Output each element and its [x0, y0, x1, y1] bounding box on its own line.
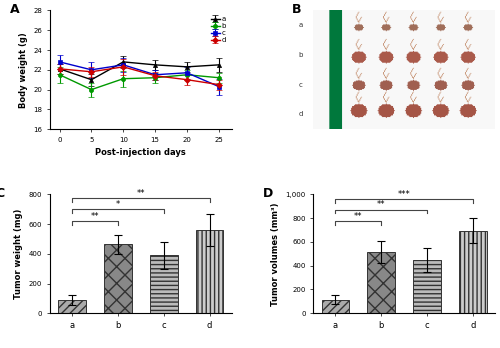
Y-axis label: Body weight (g): Body weight (g) [19, 32, 28, 108]
Text: D: D [262, 187, 273, 200]
Bar [58, 300, 86, 313]
Bar [196, 230, 224, 313]
Text: **: ** [136, 189, 145, 198]
Bar [368, 252, 395, 313]
Text: d: d [299, 111, 303, 117]
Text: **: ** [90, 212, 99, 221]
Text: *: * [116, 200, 120, 209]
Text: **: ** [354, 212, 362, 221]
Text: a: a [299, 22, 303, 28]
Text: c: c [299, 82, 302, 88]
Bar [414, 260, 441, 313]
Bar [150, 255, 178, 313]
Bar [459, 231, 486, 313]
Text: B: B [292, 3, 301, 16]
Y-axis label: Tumor volumes (mm³): Tumor volumes (mm³) [271, 202, 280, 306]
Text: **: ** [377, 200, 386, 209]
Text: C: C [0, 187, 4, 200]
X-axis label: Post-injection days: Post-injection days [96, 148, 186, 157]
Bar [104, 244, 132, 313]
Legend: a, b, c, d: a, b, c, d [209, 14, 228, 45]
Text: b: b [299, 52, 303, 58]
Y-axis label: Tumor weight (mg): Tumor weight (mg) [14, 209, 24, 299]
Text: ***: *** [398, 190, 410, 199]
Text: A: A [10, 3, 20, 16]
Bar [322, 300, 349, 313]
